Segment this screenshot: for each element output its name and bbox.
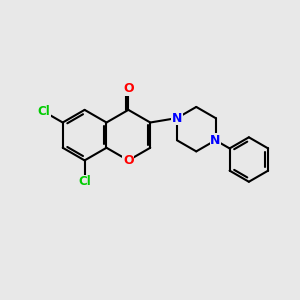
Text: N: N	[210, 134, 221, 147]
Text: Cl: Cl	[78, 175, 91, 188]
Text: O: O	[123, 154, 134, 167]
Text: N: N	[172, 112, 182, 124]
Text: Cl: Cl	[38, 105, 51, 118]
Text: O: O	[123, 82, 134, 95]
